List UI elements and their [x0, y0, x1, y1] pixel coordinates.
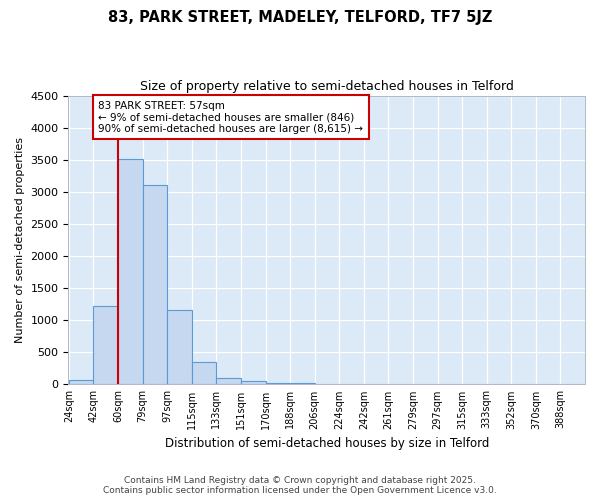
Bar — [118, 159, 143, 384]
Bar — [241, 381, 266, 384]
Title: Size of property relative to semi-detached houses in Telford: Size of property relative to semi-detach… — [140, 80, 514, 93]
Bar — [69, 380, 94, 384]
Bar — [192, 362, 217, 384]
X-axis label: Distribution of semi-detached houses by size in Telford: Distribution of semi-detached houses by … — [164, 437, 489, 450]
Text: 83, PARK STREET, MADELEY, TELFORD, TF7 5JZ: 83, PARK STREET, MADELEY, TELFORD, TF7 5… — [108, 10, 492, 25]
Bar — [94, 306, 118, 384]
Bar — [167, 310, 192, 384]
Bar — [217, 378, 241, 384]
Text: 83 PARK STREET: 57sqm
← 9% of semi-detached houses are smaller (846)
90% of semi: 83 PARK STREET: 57sqm ← 9% of semi-detac… — [98, 100, 364, 134]
Bar — [143, 185, 167, 384]
Y-axis label: Number of semi-detached properties: Number of semi-detached properties — [15, 137, 25, 343]
Bar — [266, 383, 290, 384]
Text: Contains HM Land Registry data © Crown copyright and database right 2025.
Contai: Contains HM Land Registry data © Crown c… — [103, 476, 497, 495]
